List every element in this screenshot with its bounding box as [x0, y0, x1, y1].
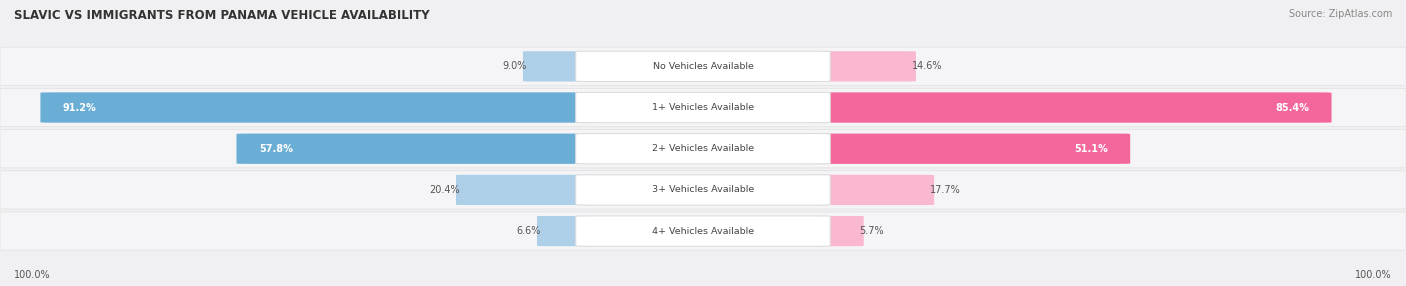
Text: 1+ Vehicles Available: 1+ Vehicles Available: [652, 103, 754, 112]
Text: 2+ Vehicles Available: 2+ Vehicles Available: [652, 144, 754, 153]
Text: 51.1%: 51.1%: [1074, 144, 1108, 154]
Text: No Vehicles Available: No Vehicles Available: [652, 62, 754, 71]
FancyBboxPatch shape: [0, 88, 1406, 127]
Text: 9.0%: 9.0%: [503, 61, 527, 71]
Text: SLAVIC VS IMMIGRANTS FROM PANAMA VEHICLE AVAILABILITY: SLAVIC VS IMMIGRANTS FROM PANAMA VEHICLE…: [14, 9, 430, 21]
FancyBboxPatch shape: [236, 134, 599, 164]
FancyBboxPatch shape: [576, 175, 830, 205]
FancyBboxPatch shape: [456, 175, 599, 205]
Text: 3+ Vehicles Available: 3+ Vehicles Available: [652, 185, 754, 194]
FancyBboxPatch shape: [808, 92, 1331, 123]
FancyBboxPatch shape: [808, 175, 934, 205]
FancyBboxPatch shape: [0, 171, 1406, 209]
Text: 5.7%: 5.7%: [859, 226, 884, 236]
FancyBboxPatch shape: [0, 130, 1406, 168]
Text: 6.6%: 6.6%: [517, 226, 541, 236]
Text: 14.6%: 14.6%: [911, 61, 942, 71]
Text: 100.0%: 100.0%: [14, 270, 51, 280]
Text: 20.4%: 20.4%: [430, 185, 460, 195]
Text: Source: ZipAtlas.com: Source: ZipAtlas.com: [1288, 9, 1392, 19]
FancyBboxPatch shape: [537, 216, 599, 246]
Text: 17.7%: 17.7%: [929, 185, 960, 195]
FancyBboxPatch shape: [808, 51, 915, 82]
FancyBboxPatch shape: [808, 134, 1130, 164]
FancyBboxPatch shape: [523, 51, 599, 82]
FancyBboxPatch shape: [576, 134, 830, 164]
FancyBboxPatch shape: [576, 92, 830, 123]
Text: 91.2%: 91.2%: [63, 103, 97, 112]
Text: 4+ Vehicles Available: 4+ Vehicles Available: [652, 227, 754, 236]
FancyBboxPatch shape: [0, 47, 1406, 86]
Text: 85.4%: 85.4%: [1275, 103, 1309, 112]
FancyBboxPatch shape: [576, 216, 830, 246]
FancyBboxPatch shape: [0, 212, 1406, 250]
Text: 100.0%: 100.0%: [1355, 270, 1392, 280]
FancyBboxPatch shape: [808, 216, 863, 246]
FancyBboxPatch shape: [41, 92, 599, 123]
FancyBboxPatch shape: [576, 51, 830, 82]
Text: 57.8%: 57.8%: [259, 144, 292, 154]
